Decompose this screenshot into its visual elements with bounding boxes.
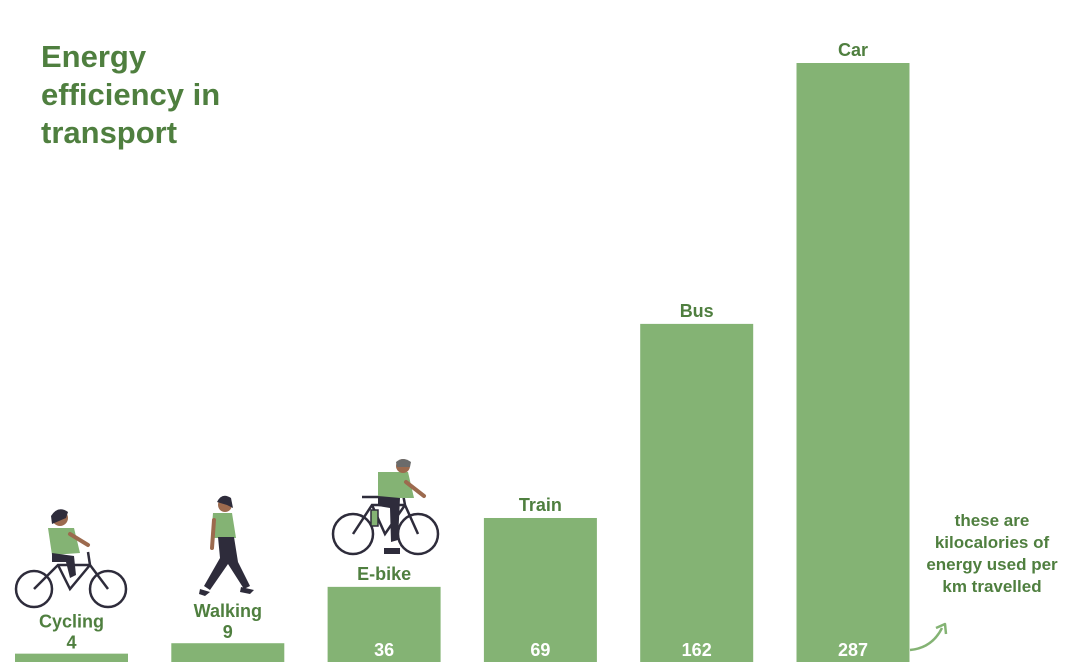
ebike-rider-icon bbox=[331, 459, 440, 556]
value-label-car: 287 bbox=[838, 640, 868, 660]
units-annotation: these are kilocalories of energy used pe… bbox=[926, 511, 1058, 596]
category-label-bus: Bus bbox=[680, 301, 714, 321]
bars bbox=[15, 63, 910, 662]
bar-walking bbox=[171, 643, 285, 662]
category-label-car: Car bbox=[838, 40, 868, 60]
category-label-train: Train bbox=[519, 495, 562, 515]
value-label-cycling: 4 bbox=[66, 633, 76, 653]
category-label-walking: Walking bbox=[194, 601, 262, 621]
bar-cycling bbox=[15, 653, 128, 662]
category-label-cycling: Cycling bbox=[39, 612, 104, 632]
bar-bus bbox=[640, 323, 754, 662]
value-label-e-bike: 36 bbox=[374, 640, 394, 660]
category-label-e-bike: E-bike bbox=[357, 564, 411, 584]
bar-e-bike bbox=[327, 586, 441, 662]
value-label-train: 69 bbox=[530, 640, 550, 660]
value-label-walking: 9 bbox=[223, 622, 233, 642]
arrow-head bbox=[935, 622, 948, 635]
annotation-arrow bbox=[909, 627, 944, 652]
cyclist-icon bbox=[14, 509, 128, 609]
bar-train bbox=[483, 517, 597, 662]
value-label-bus: 162 bbox=[682, 640, 712, 660]
chart-title: Energy efficiency in transport bbox=[41, 39, 221, 150]
bar-car bbox=[796, 63, 910, 662]
walker-icon bbox=[199, 495, 254, 596]
